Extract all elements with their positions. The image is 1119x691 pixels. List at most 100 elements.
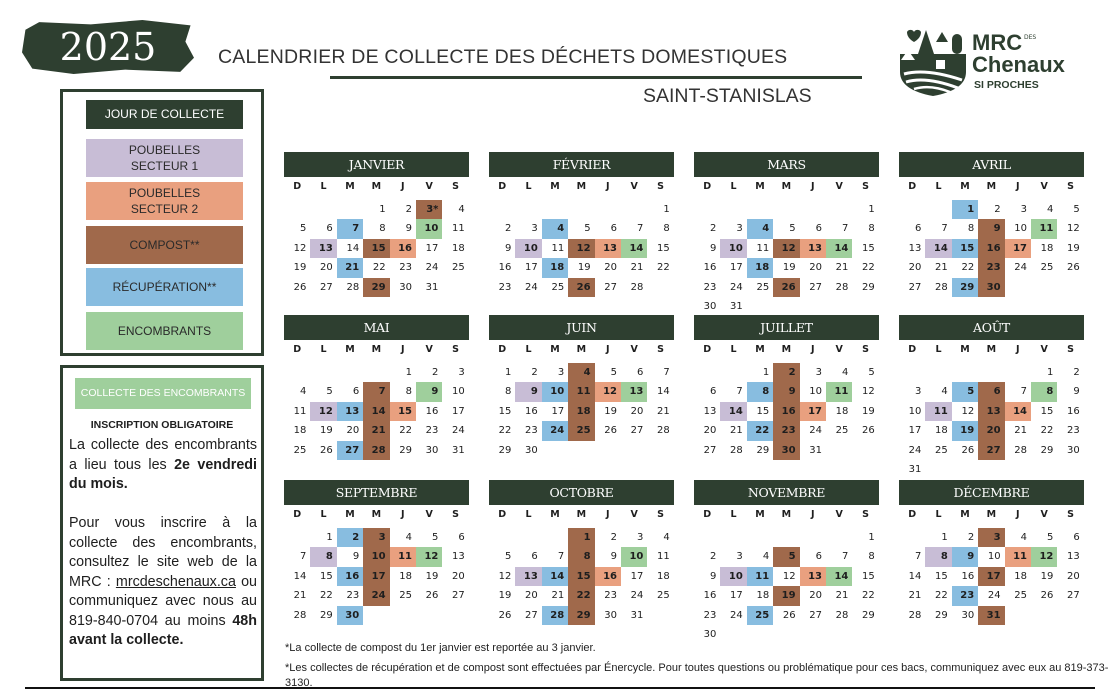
calendar-day: 1 [868,204,875,215]
calendar-day: 6 [352,386,360,398]
weekday-header: S [452,181,459,192]
month-calendar: OCTOBRE D L M M J V S 1 2 3 4 5 6 7 8 9 10 11 12 13 14 15 16 17 1… [489,480,674,625]
calendar-day: 24 [452,425,465,437]
calendar-day: 31 [425,281,439,293]
weekday-header: J [811,344,815,355]
calendar-day: 27 [320,281,333,293]
calendar-day: 12 [1067,223,1080,235]
calendar-day: 1 [379,204,386,215]
calendar-day: 19 [425,570,439,582]
calendar-day: 29 [862,609,875,621]
calendar-day: 30 [604,609,617,621]
mrc-crest-icon [900,29,966,96]
calendar-day: 8 [505,386,512,398]
collection-day-c: 21 [363,421,390,441]
weekday-header: M [986,509,997,520]
month-title: AVRIL [899,152,1084,177]
weekday-header: M [576,181,587,192]
calendar-day: 27 [525,609,538,621]
weekday-header: S [657,181,664,192]
collection-day-s2: 13 [799,238,826,259]
calendar-day: 26 [961,444,975,456]
calendar-day: 28 [657,425,670,437]
collection-day-s2: 14 [1004,401,1031,422]
calendar-day: 16 [525,405,538,417]
weekday-header: M [755,344,765,355]
collection-day-c: 26 [773,277,800,297]
calendar-day: 18 [935,425,948,437]
collection-day-e: 11 [1031,219,1058,239]
calendar-day: 26 [604,425,617,437]
calendar-day: 12 [961,405,975,417]
collection-day-c: 27 [978,440,1005,460]
calendar-day: 25 [452,262,465,274]
weekday-header: M [755,181,765,192]
weekday-header: S [452,509,459,520]
calendar-day: 25 [293,444,307,456]
calendar-day: 29 [756,444,770,456]
calendar-day: 19 [293,262,307,274]
calendar-day: 20 [452,570,465,582]
calendar-day: 29 [399,444,412,456]
logo-chenaux: Chenaux [972,52,1065,77]
calendar-day: 29 [935,609,948,621]
collection-day-r: 7 [336,219,364,239]
calendar-day: 8 [967,223,975,235]
website-link[interactable]: mrcdeschenaux.ca [115,573,236,590]
collection-day-c: 13 [978,401,1005,422]
weekday-header: J [1016,344,1020,355]
collection-day-c: 3 [978,528,1005,548]
calendar-day: 3 [458,367,465,378]
calendar-day: 10 [1014,223,1027,235]
calendar-day: 5 [789,223,796,235]
weekday-header: D [498,181,507,192]
weekday-header: M [550,509,560,520]
collection-day-c: 16 [978,238,1005,259]
month-title: MARS [694,152,879,177]
calendar-day: 30 [703,301,717,312]
mrc-logo: MRC DES Chenaux SI PROCHES [896,24,1096,98]
calendar-day: 7 [637,223,644,235]
collection-day-s2: 11 [389,547,416,567]
collection-day-c: 15 [363,238,390,259]
collection-day-r: 19 [951,421,979,441]
calendar-day: 3 [736,551,743,563]
weekday-header: V [630,509,638,520]
calendar-day: 13 [703,405,717,417]
calendar-day: 15 [862,570,875,582]
collection-day-r: 10 [541,382,569,402]
collection-day-e: 12 [416,547,443,567]
weekday-header: D [703,344,712,355]
calendar-day: 19 [604,405,617,417]
calendar-day: 27 [604,281,617,293]
calendar-day: 17 [525,262,538,274]
collection-day-c: 5 [773,547,800,567]
calendar-day: 31 [630,609,644,621]
collection-day-r: 28 [541,605,569,625]
month-calendar: JANVIER D L M M J V S 1 2 3* 4 5 6 7 8 9 10 11 12 13 14 15 16 17… [284,152,469,297]
calendar-day: 14 [293,570,307,582]
weekday-header: M [960,344,970,355]
weekday-header: J [606,509,610,520]
weekday-header: M [345,344,355,355]
calendar-day: 2 [967,532,975,543]
bottom-divider [25,687,1095,689]
calendar-day: 5 [432,532,439,543]
weekday-header: J [401,181,405,192]
calendar-day: 22 [961,262,975,274]
calendar-day: 20 [630,405,644,417]
calendar-day: 18 [452,242,465,254]
calendar-day: 19 [1067,242,1080,254]
calendar-day: 5 [505,551,512,563]
calendar-day: 23 [498,281,512,293]
collection-day-c: 17 [363,566,390,587]
calendar-day: 18 [835,405,849,417]
weekday-header: D [908,344,917,355]
weekday-header: V [630,181,638,192]
calendar-day: 5 [326,386,333,398]
weekday-header: M [576,509,587,520]
weekday-header: L [525,181,532,192]
weekday-header: J [1016,181,1020,192]
info-text: ou communiquez avec nous au 819-840-0704… [69,573,257,629]
calendar-day: 13 [908,242,922,254]
